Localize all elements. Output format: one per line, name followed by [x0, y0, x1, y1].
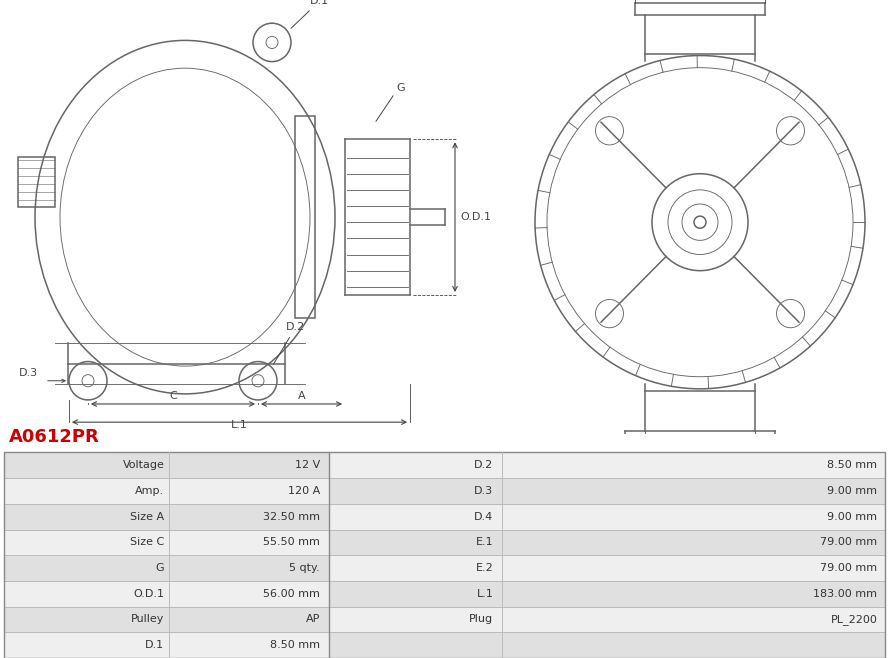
- Text: Voltage: Voltage: [123, 461, 164, 470]
- Text: Size C: Size C: [130, 538, 164, 547]
- Text: Amp.: Amp.: [135, 486, 164, 496]
- Text: 79.00 mm: 79.00 mm: [821, 538, 877, 547]
- Bar: [329, 607, 885, 632]
- Text: Size A: Size A: [131, 512, 164, 522]
- Text: D.2: D.2: [274, 322, 305, 365]
- Text: O.D.1: O.D.1: [133, 589, 164, 599]
- Text: E.2: E.2: [691, 470, 709, 480]
- Bar: [329, 555, 885, 581]
- Text: Plug: Plug: [469, 615, 493, 624]
- Text: 79.00 mm: 79.00 mm: [821, 563, 877, 573]
- Text: 9.00 mm: 9.00 mm: [828, 486, 877, 496]
- Text: PL_2200: PL_2200: [830, 614, 877, 625]
- Text: E.2: E.2: [476, 563, 493, 573]
- Text: D.3: D.3: [474, 486, 493, 496]
- Bar: [329, 453, 885, 478]
- Text: 5 qty.: 5 qty.: [290, 563, 320, 573]
- Bar: [4, 453, 329, 478]
- Text: 9.00 mm: 9.00 mm: [828, 512, 877, 522]
- Bar: [4, 607, 329, 632]
- Text: G: G: [156, 563, 164, 573]
- Text: 120 A: 120 A: [288, 486, 320, 496]
- Text: O.D.1: O.D.1: [460, 212, 491, 222]
- Bar: [329, 632, 885, 658]
- Text: D.4: D.4: [474, 512, 493, 522]
- Bar: [329, 478, 885, 504]
- Text: 12 V: 12 V: [295, 461, 320, 470]
- Bar: [4, 504, 329, 530]
- Text: 8.50 mm: 8.50 mm: [828, 461, 877, 470]
- Bar: [4, 478, 329, 504]
- Text: G: G: [396, 83, 404, 93]
- Text: D.1: D.1: [291, 0, 329, 28]
- Text: D.3: D.3: [19, 368, 37, 378]
- Text: 56.00 mm: 56.00 mm: [263, 589, 320, 599]
- Text: 32.50 mm: 32.50 mm: [263, 512, 320, 522]
- Text: C: C: [169, 391, 177, 401]
- Bar: [4, 453, 885, 658]
- Text: 183.00 mm: 183.00 mm: [813, 589, 877, 599]
- Text: D.1: D.1: [145, 640, 164, 650]
- Text: 8.50 mm: 8.50 mm: [270, 640, 320, 650]
- Bar: [4, 632, 329, 658]
- Text: Pulley: Pulley: [131, 615, 164, 624]
- Bar: [329, 581, 885, 607]
- Text: AP: AP: [306, 615, 320, 624]
- Bar: [4, 555, 329, 581]
- Bar: [4, 530, 329, 555]
- Text: 55.50 mm: 55.50 mm: [263, 538, 320, 547]
- Text: E.1: E.1: [476, 538, 493, 547]
- Bar: [329, 504, 885, 530]
- Text: A0612PR: A0612PR: [9, 428, 100, 446]
- Bar: [329, 530, 885, 555]
- Text: L.1: L.1: [231, 420, 248, 430]
- Text: L.1: L.1: [477, 589, 493, 599]
- Bar: [4, 581, 329, 607]
- Text: D.2: D.2: [474, 461, 493, 470]
- Text: A: A: [298, 391, 305, 401]
